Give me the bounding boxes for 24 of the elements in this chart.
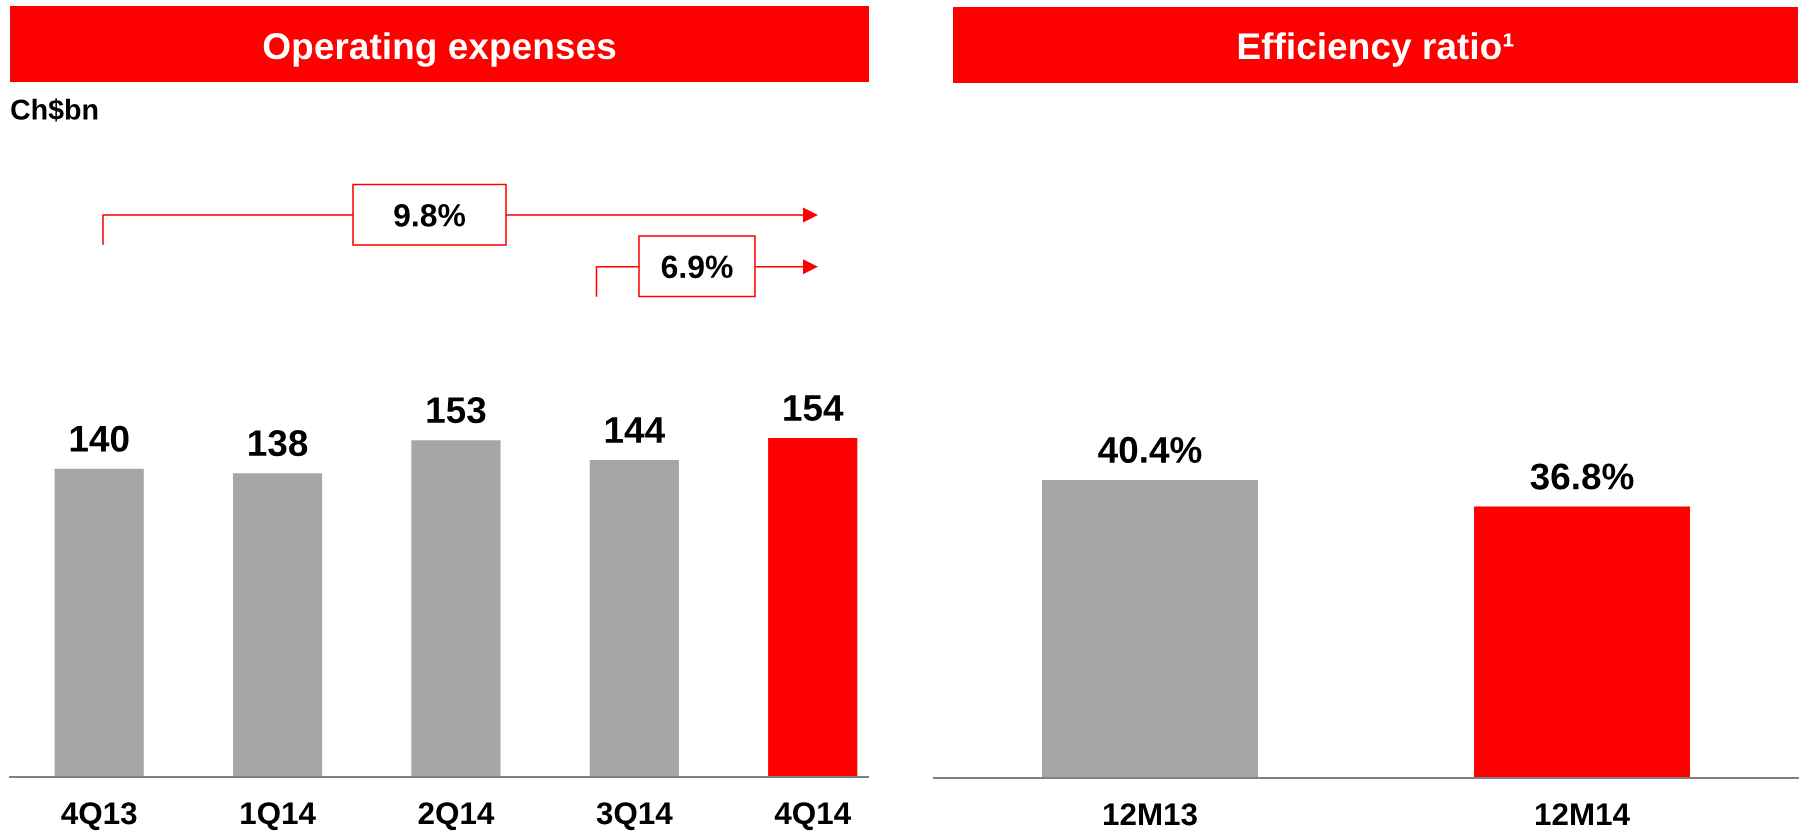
x-tick-label: 3Q14	[596, 802, 673, 831]
bar	[411, 440, 501, 777]
x-tick-label: 4Q14	[774, 802, 851, 831]
text: 6.9%	[661, 255, 733, 279]
data-label: 153	[427, 397, 486, 424]
x-tick-label: 12M14	[1535, 803, 1630, 826]
data-label: 138	[249, 430, 308, 457]
bar	[768, 438, 858, 777]
data-label: 40.4%	[1098, 436, 1202, 464]
x-tick-label: 12M13	[1103, 803, 1197, 826]
bar	[54, 468, 144, 777]
bar	[232, 473, 323, 777]
bar	[589, 460, 679, 777]
text: 9.8%	[394, 204, 466, 227]
data-label: 154	[784, 395, 844, 422]
x-tick-label: 1Q14	[241, 802, 316, 831]
chart-subtitle: Ch$bn	[11, 98, 98, 122]
x-tick-label: 2Q14	[418, 802, 495, 831]
chart-title: Operating expenses	[263, 32, 616, 67]
data-label: 36.8%	[1530, 463, 1634, 490]
data-label: 140	[70, 425, 129, 452]
data-label: 144	[605, 417, 665, 443]
chart-title: Efficiency ratio¹	[1238, 32, 1514, 67]
x-tick-label: 4Q13	[61, 802, 137, 831]
